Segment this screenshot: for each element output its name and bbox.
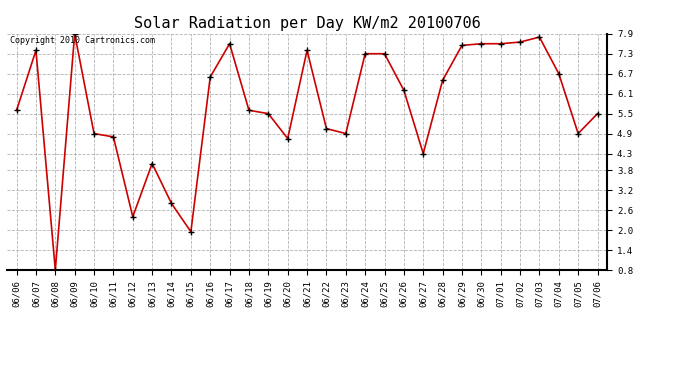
Title: Solar Radiation per Day KW/m2 20100706: Solar Radiation per Day KW/m2 20100706: [134, 16, 480, 31]
Text: Copyright 2010 Cartronics.com: Copyright 2010 Cartronics.com: [10, 36, 155, 45]
